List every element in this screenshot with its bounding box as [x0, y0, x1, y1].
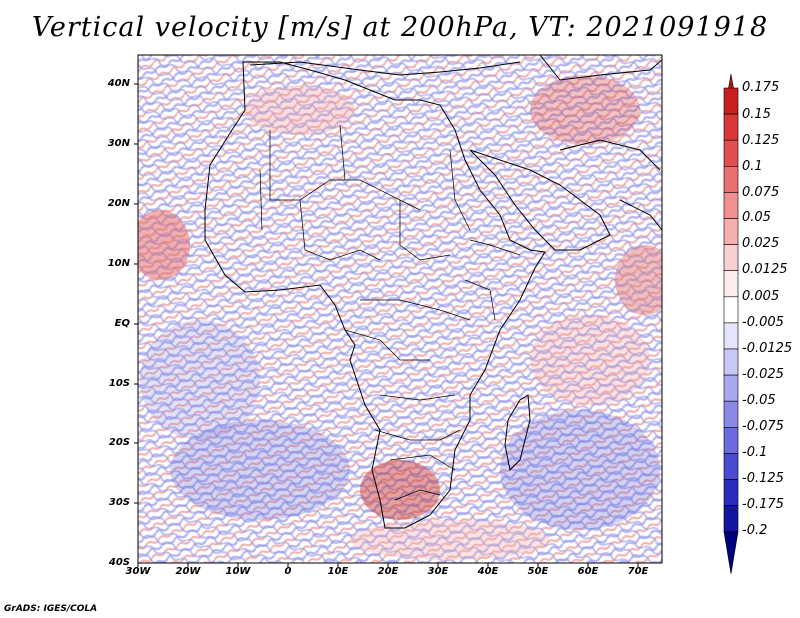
lat-label: 20N [107, 198, 130, 209]
lon-label: 40E [477, 566, 499, 577]
coastline [204, 55, 662, 529]
colorbar-swatch [723, 218, 739, 245]
vertical-velocity-field [138, 55, 662, 563]
lat-label: 10S [108, 378, 130, 389]
colorbar-swatch [723, 87, 739, 115]
colorbar-arrow-bottom [723, 531, 739, 574]
colorbar-swatch [723, 113, 739, 141]
lat-label: 30N [107, 138, 130, 149]
colorbar-swatch [723, 400, 739, 428]
lat-label: 40S [108, 557, 130, 568]
colorbar-label: 0.0125 [742, 262, 788, 277]
colorbar-swatch [723, 374, 739, 402]
colorbar-label: -0.2 [742, 523, 768, 538]
lon-label: 20E [377, 566, 399, 577]
colorbar-swatch [723, 348, 739, 376]
lon-label: 30E [427, 566, 449, 577]
colorbar-label: -0.025 [742, 367, 784, 382]
colorbar-label: -0.0125 [742, 341, 793, 356]
colorbar-swatch [723, 505, 739, 533]
colorbar-swatch [723, 244, 739, 272]
colorbar-label: 0.075 [742, 185, 780, 200]
axis-ticks [134, 83, 639, 567]
colorbar [723, 73, 739, 574]
lat-label: 40N [107, 78, 130, 89]
lat-label: 10N [107, 258, 130, 269]
lon-label: 50E [527, 566, 549, 577]
colorbar-swatch [723, 270, 739, 298]
colorbar-label: 0.15 [742, 107, 771, 122]
lon-label: 70E [627, 566, 649, 577]
lat-label: EQ [114, 318, 130, 329]
lat-label: 20S [108, 437, 130, 448]
colorbar-swatch [723, 479, 739, 506]
colorbar-swatch [723, 296, 739, 324]
lon-label: 30W [125, 566, 151, 577]
lon-label: 10W [225, 566, 251, 577]
map-title: Vertical velocity [m/s] at 200hPa, VT: 2… [31, 12, 769, 43]
lon-label: 60E [577, 566, 599, 577]
lon-label: 0 [284, 566, 292, 577]
colorbar-swatch [723, 426, 739, 454]
colorbar-label: -0.1 [742, 445, 768, 460]
colorbar-label: -0.075 [742, 419, 784, 434]
map-frame [137, 54, 663, 564]
lon-label: 20W [175, 566, 201, 577]
colorbar-swatch [723, 322, 739, 350]
lon-label: 10E [327, 566, 349, 577]
colorbar-label: 0.05 [742, 210, 771, 225]
country-borders [259, 124, 521, 501]
colorbar-label: 0.125 [742, 133, 780, 148]
grads-credit: GrADS: IGES/COLA [4, 604, 98, 614]
colorbar-label: 0.025 [742, 236, 780, 251]
colorbar-label: -0.175 [742, 497, 784, 512]
colorbar-label: 0.175 [742, 80, 780, 95]
colorbar-label: -0.125 [742, 471, 784, 486]
colorbar-swatch [723, 166, 739, 193]
colorbar-label: -0.05 [742, 393, 776, 408]
lat-label: 30S [108, 497, 130, 508]
colorbar-label: -0.005 [742, 315, 784, 330]
colorbar-swatch [723, 139, 739, 167]
colorbar-label: 0.005 [742, 289, 780, 304]
colorbar-swatch [723, 192, 739, 219]
colorbar-label: 0.1 [742, 159, 763, 174]
colorbar-swatch [723, 453, 739, 480]
